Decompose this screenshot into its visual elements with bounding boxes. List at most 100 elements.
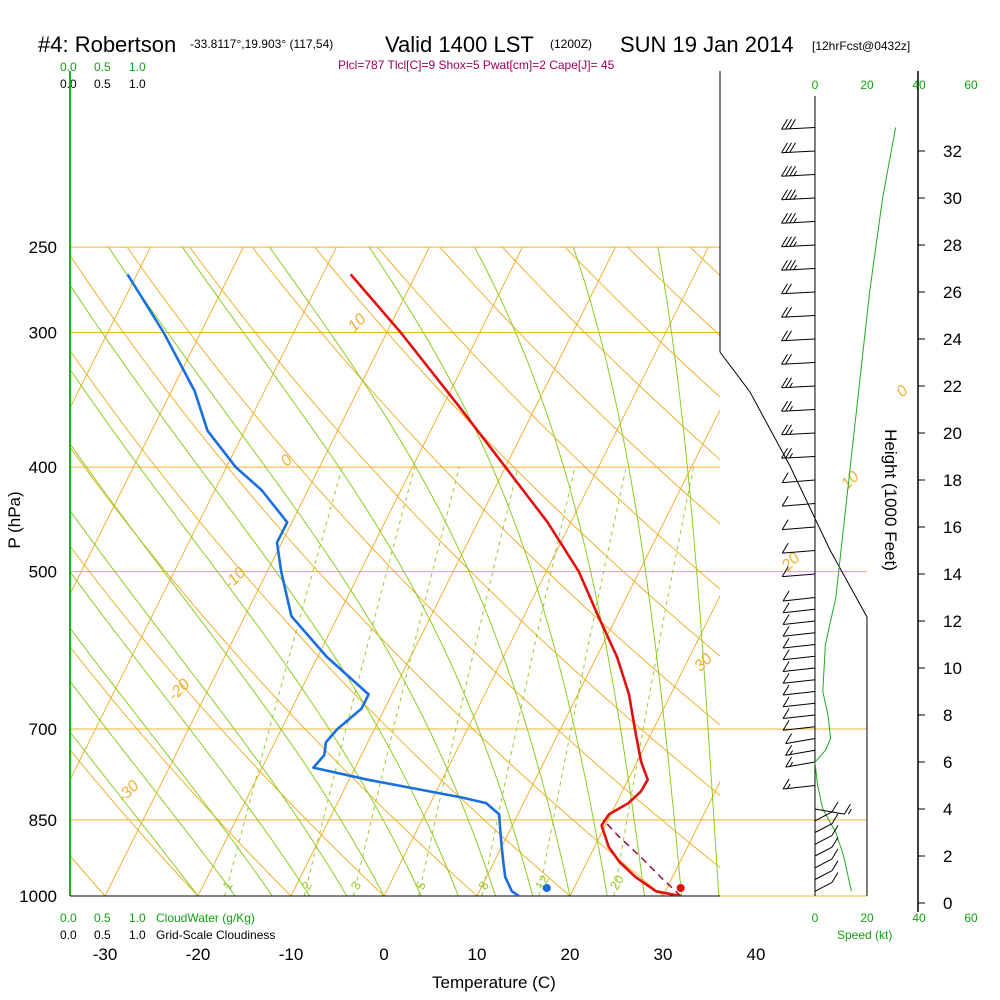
dry-adiabat-label: -30 [114,777,142,805]
cloudiness-label: Grid-Scale Cloudiness [156,928,275,942]
wind-barb-flag [781,236,788,248]
wind-barb-flag [782,602,790,613]
wind-barb [783,726,816,731]
temperature-tick: 20 [561,945,580,964]
wind-barb-flag [831,860,839,871]
cloudiness-tick: 0.5 [94,928,111,942]
wind-barb [781,315,816,318]
wind-barb-flag [781,119,788,130]
wind-barb-flag [782,684,790,696]
height-tick: 10 [943,659,962,678]
wind-barb-flag [831,836,839,848]
cloudiness-tick: 1.0 [129,77,146,91]
wind-barb-flag [782,696,790,707]
stability-indices: Plcl=787 Tlcl[C]=9 Shox=5 Pwat[cm]=2 Cap… [338,58,615,72]
wind-barb-flag [782,672,790,684]
dry-adiabat-label: 0 [894,382,912,400]
forecast-run: [12hrFcst@0432z] [812,39,910,53]
isotherm [70,246,151,410]
height-tick: 16 [943,518,962,537]
sounding-traces [126,273,685,896]
mixing-ratio-line [418,466,519,896]
x-axis-label: Temperature (C) [432,973,556,992]
wind-barb [783,655,816,661]
height-tick: 26 [943,283,962,302]
cloud-water-label: CloudWater (g/Kg) [156,911,255,925]
wind-barb-flag [785,401,792,412]
wind-barb-flag [782,625,790,637]
moist-adiabat [108,246,497,896]
wind-barb-half [789,429,793,436]
dry-adiabat [70,646,292,896]
wind-barb-flag [785,377,792,389]
wind-barb-flag [781,189,788,201]
height-axis-label: Height (1000 Feet) [881,429,900,571]
dry-adiabat-label: 10 [345,311,370,336]
isotherm [70,246,244,596]
wind-barb [782,479,816,484]
wind-barb [783,632,816,637]
wind-barb-flag [785,354,792,365]
wind-barb [781,409,816,412]
wind-barb-half [793,171,797,177]
temperature-tick: 0 [379,945,388,964]
speed-tick-top: 20 [860,78,874,92]
height-tick: 32 [943,142,962,161]
moist-adiabat-lines [70,246,720,896]
surface-temperature-dot [676,884,685,892]
wind-barb-half [793,241,797,248]
wind-barb-flag [785,745,793,756]
pressure-tick: 850 [29,811,57,830]
dry-adiabat [70,254,664,896]
wind-barb [781,174,816,177]
dry-adiabat [502,246,720,461]
wind-barb [781,362,816,365]
station-coords: -33.8117°,19.903° (117,54) [190,37,333,51]
height-tick: 24 [943,330,962,349]
mixing-ratio-line [481,466,576,896]
wind-barb [814,811,833,822]
wind-barb [781,221,816,224]
wind-barb-flag [781,213,788,224]
wind-barb [782,550,816,554]
speed-tick-bottom: 60 [964,911,978,925]
temperature-tick: 10 [468,945,487,964]
dry-adiabat [439,246,720,525]
valid-time: Valid 1400 LST [385,32,534,57]
wind-barb [781,291,816,295]
dry-adiabat-label: -20 [165,676,193,704]
pressure-tick: 500 [29,563,57,582]
pressure-tick: 700 [29,720,57,739]
wind-barb [814,881,833,892]
wind-barb-half [789,406,793,412]
moist-adiabat [70,731,199,896]
pressure-tick: 400 [29,458,57,477]
moist-adiabat [657,247,720,896]
wind-barb [781,456,816,459]
height-tick: 30 [943,189,962,208]
wind-barb [781,197,816,201]
wind-panel: 0 20 40 60 0 20 40 60 [781,78,978,925]
wind-barb-flag [781,377,788,389]
dry-adiabat [0,247,12,896]
moist-adiabat [368,246,608,896]
height-tick: 2 [943,847,952,866]
dry-adiabat [70,446,478,896]
pressure-tick: 250 [29,238,57,257]
wind-barb [781,432,816,436]
wind-barb-flag [781,330,788,342]
height-tick: 4 [943,800,952,819]
wind-barb [781,385,816,389]
mixing-ratio-label: 8 [475,879,492,893]
parcel-trace [602,819,682,896]
wind-barb [783,702,816,708]
height-tick: 8 [943,706,952,725]
wind-barb-flag [785,166,792,177]
wind-barbs [781,119,852,892]
moist-adiabat [70,627,273,896]
mixing-ratio-line [538,466,627,896]
height-tick: 12 [943,612,962,631]
terrain-boundary [719,351,868,896]
moist-adiabat [70,509,348,896]
wind-barb [785,738,816,745]
